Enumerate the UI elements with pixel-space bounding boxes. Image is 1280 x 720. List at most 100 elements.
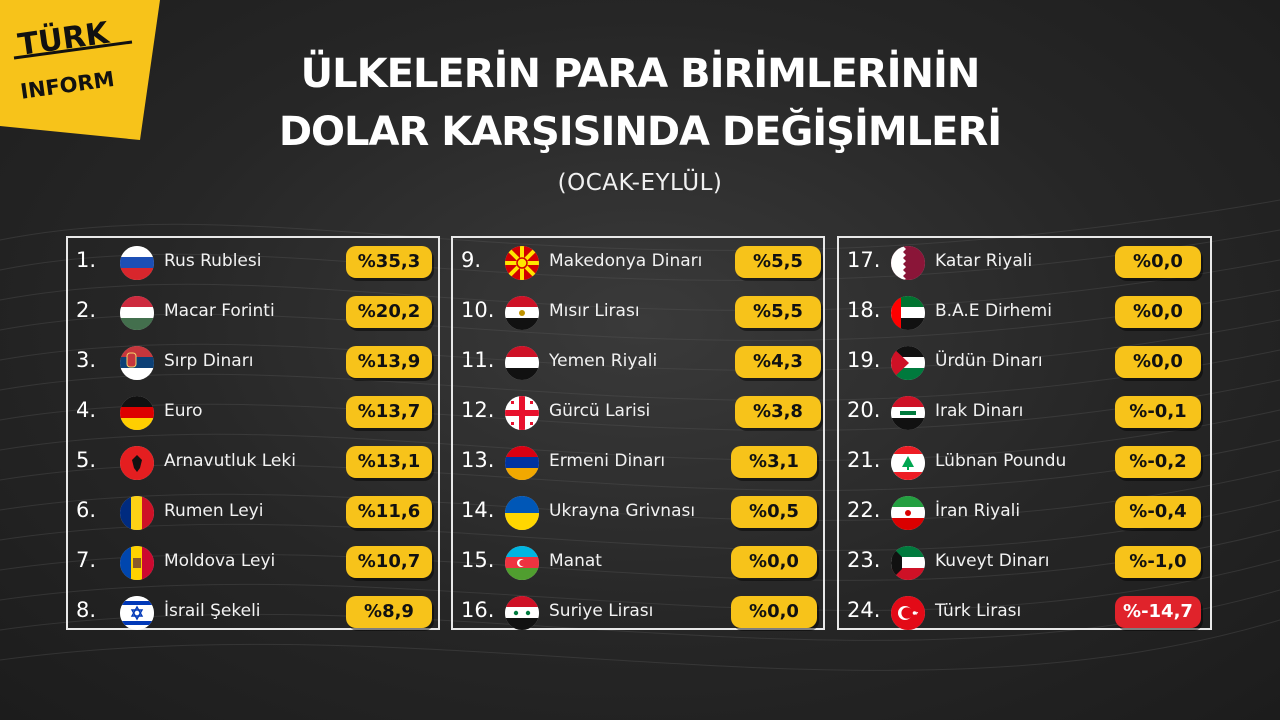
change-value-badge: %0,0 [1115,346,1201,378]
currency-name: Arnavutluk Leki [164,451,296,471]
currency-name: B.A.E Dirhemi [935,301,1052,321]
list-item: 22. İran Riyali %-0,4 [839,488,1210,538]
list-item: 18. B.A.E Dirhemi %0,0 [839,288,1210,338]
germany-flag-icon [120,396,154,430]
list-item: 13. Ermeni Dinarı %3,1 [453,438,823,488]
rank-number: 13. [461,448,495,472]
rank-number: 1. [76,248,97,272]
rank-number: 21. [847,448,881,472]
rank-number: 20. [847,398,881,422]
page-subtitle: (OCAK-EYLÜL) [557,170,723,196]
change-value-badge: %35,3 [346,246,432,278]
change-value-badge: %11,6 [346,496,432,528]
currency-name: Kuveyt Dinarı [935,551,1050,571]
uae-flag-icon [891,296,925,330]
armenia-flag-icon [505,446,539,480]
list-item: 23. Kuveyt Dinarı %-1,0 [839,538,1210,588]
change-value-badge: %5,5 [735,246,821,278]
change-value-badge: %-1,0 [1115,546,1201,578]
list-item: 4. Euro %13,7 [68,388,438,438]
currency-name: Rus Rublesi [164,251,262,271]
currency-name: Lübnan Poundu [935,451,1067,471]
rank-number: 15. [461,548,495,572]
ranking-panel-3: 17. Katar Riyali %0,0 18. B.A.E Dirhemi … [837,236,1212,630]
change-value-badge: %-0,4 [1115,496,1201,528]
rank-number: 22. [847,498,881,522]
ranking-panel-1: 1. Rus Rublesi %35,3 2. Macar Forinti %2… [66,236,440,630]
change-value-badge: %0,5 [731,496,817,528]
currency-name: Ermeni Dinarı [549,451,666,471]
change-value-badge: %0,0 [1115,296,1201,328]
page-title-line-1: ÜLKELERİN PARA BİRİMLERİNİN [300,51,981,97]
israel-flag-icon [120,596,154,630]
change-value-badge: %3,8 [735,396,821,428]
currency-name: Sırp Dinarı [164,351,254,371]
change-value-badge: %4,3 [735,346,821,378]
currency-name: Moldova Leyi [164,551,276,571]
rank-number: 11. [461,348,495,372]
yemen-flag-icon [505,346,539,380]
list-item: 11. Yemen Riyali %4,3 [453,338,823,388]
currency-name: Mısır Lirası [549,301,640,321]
change-value-badge: %0,0 [1115,246,1201,278]
turk-inform-logo: TÜRK INFORM [0,0,160,140]
rank-number: 7. [76,548,97,572]
iraq-flag-icon [891,396,925,430]
change-value-badge: %0,0 [731,546,817,578]
currency-name: Rumen Leyi [164,501,264,521]
change-value-badge: %20,2 [346,296,432,328]
serbia-flag-icon [120,346,154,380]
romania-flag-icon [120,496,154,530]
rank-number: 18. [847,298,881,322]
rank-number: 4. [76,398,97,422]
list-item: 3. Sırp Dinarı %13,9 [68,338,438,388]
currency-name: Irak Dinarı [935,401,1024,421]
russia-flag-icon [120,246,154,280]
currency-name: Yemen Riyali [549,351,658,371]
list-item: 1. Rus Rublesi %35,3 [68,238,438,288]
qatar-flag-icon [891,246,925,280]
list-item: 8. İsrail Şekeli %8,9 [68,588,438,638]
rank-number: 10. [461,298,495,322]
currency-name: Manat [549,551,602,571]
currency-name: Euro [164,401,203,421]
list-item: 24. Türk Lirası %-14,7 [839,588,1210,638]
list-item: 7. Moldova Leyi %10,7 [68,538,438,588]
list-item: 2. Macar Forinti %20,2 [68,288,438,338]
change-value-badge: %10,7 [346,546,432,578]
change-value-badge: %3,1 [731,446,817,478]
jordan-flag-icon [891,346,925,380]
change-value-badge: %13,9 [346,346,432,378]
currency-name: Gürcü Larisi [549,401,651,421]
georgia-flag-icon [505,396,539,430]
change-value-badge: %13,7 [346,396,432,428]
currency-name: Türk Lirası [935,601,1022,621]
change-value-badge: %5,5 [735,296,821,328]
list-item: 20. Irak Dinarı %-0,1 [839,388,1210,438]
rank-number: 19. [847,348,881,372]
currency-name: Makedonya Dinarı [549,251,703,271]
currency-name: Katar Riyali [935,251,1033,271]
rank-number: 8. [76,598,97,622]
rank-number: 2. [76,298,97,322]
page-title-line-2: DOLAR KARŞISINDA DEĞİŞİMLERİ [278,109,1002,155]
north-macedonia-flag-icon [505,246,539,280]
list-item: 21. Lübnan Poundu %-0,2 [839,438,1210,488]
change-value-badge: %0,0 [731,596,817,628]
list-item: 15. Manat %0,0 [453,538,823,588]
list-item: 16. Suriye Lirası %0,0 [453,588,823,638]
rank-number: 3. [76,348,97,372]
currency-name: Ürdün Dinarı [935,351,1043,371]
syria-flag-icon [505,596,539,630]
list-item: 9. Makedonya Dinarı %5,5 [453,238,823,288]
list-item: 17. Katar Riyali %0,0 [839,238,1210,288]
rank-number: 12. [461,398,495,422]
turkey-flag-icon [891,596,925,630]
rank-number: 24. [847,598,881,622]
ukraine-flag-icon [505,496,539,530]
rank-number: 16. [461,598,495,622]
rank-number: 5. [76,448,97,472]
rank-number: 6. [76,498,97,522]
currency-name: Ukrayna Grivnası [549,501,696,521]
change-value-badge: %8,9 [346,596,432,628]
